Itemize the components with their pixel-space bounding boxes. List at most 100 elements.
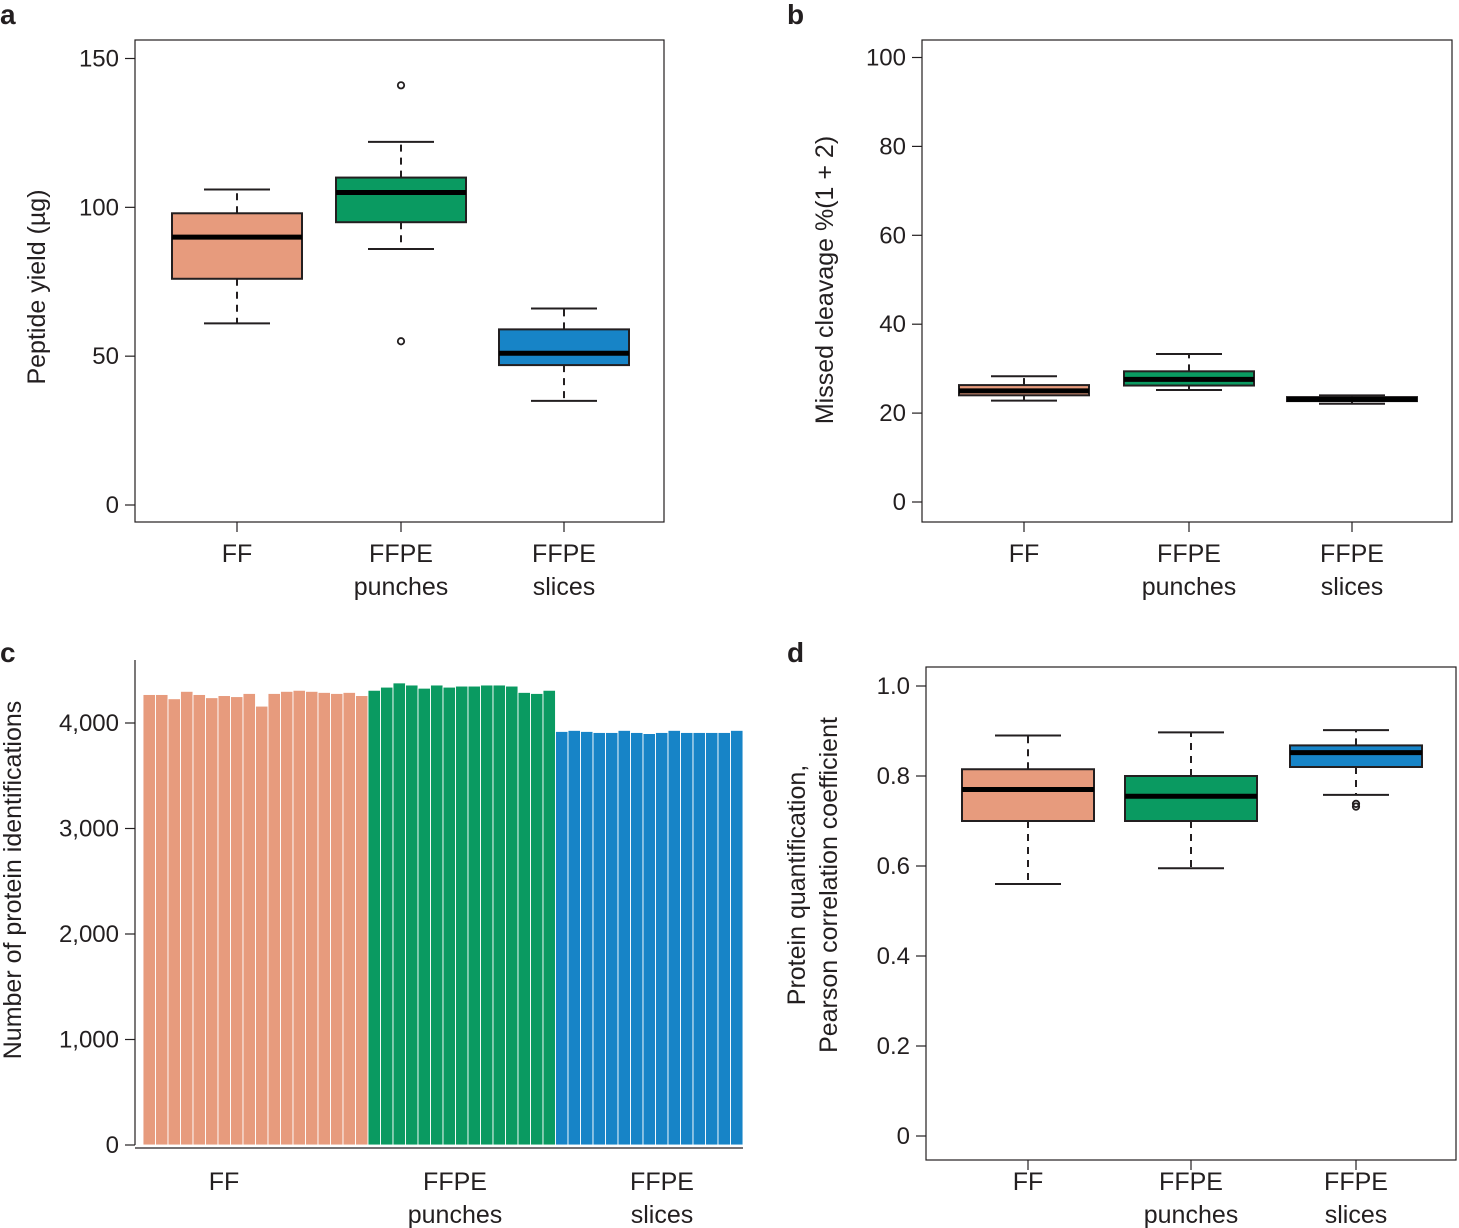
box-iqr <box>961 768 1095 822</box>
x-category-label: FFPE <box>1320 540 1384 568</box>
bar-ff <box>192 694 206 1146</box>
y-tick-label: 0 <box>893 489 906 516</box>
x-category-label: FFPE <box>423 1168 487 1196</box>
bar-ffpe-slices <box>655 732 669 1146</box>
x-category-label: FFPE <box>630 1168 694 1196</box>
box-iqr <box>1289 744 1423 769</box>
box-iqr <box>335 176 467 224</box>
bar-ff <box>217 695 231 1146</box>
bar-ffpe-punches <box>405 684 419 1146</box>
panel-label-c: c <box>0 637 16 668</box>
bar-ff <box>342 691 356 1146</box>
y-tick-label: 2,000 <box>59 921 119 948</box>
bar-ff <box>267 693 281 1146</box>
bar-ffpe-slices <box>592 732 606 1146</box>
outlier-point <box>1351 802 1361 811</box>
x-category-label: FF <box>209 1168 240 1196</box>
bar-ffpe-punches <box>517 691 531 1146</box>
bar-ff <box>242 693 256 1146</box>
bar-ff <box>230 696 244 1146</box>
panel-label-d: d <box>787 637 804 668</box>
x-category-label: punches <box>408 1201 503 1228</box>
y-tick-label: 4,000 <box>59 710 119 737</box>
bar-ffpe-punches <box>480 684 494 1146</box>
bar-ff <box>167 698 181 1146</box>
bar-ffpe-slices <box>630 732 644 1146</box>
bar-ffpe-slices <box>705 732 719 1146</box>
y-tick-label: 100 <box>79 194 119 221</box>
y-tick-label: 1.0 <box>877 673 910 700</box>
y-tick-label: 0 <box>897 1123 910 1150</box>
bar-ff <box>142 694 156 1146</box>
bar-ffpe-punches <box>367 689 381 1146</box>
bar-ff <box>317 691 331 1146</box>
x-category-label: FF <box>1009 540 1040 568</box>
y-tick-label: 0.4 <box>877 943 910 970</box>
bar-ffpe-punches <box>380 686 394 1146</box>
x-category-label: FFPE <box>532 540 596 568</box>
bar-ffpe-slices <box>717 732 731 1146</box>
y-tick-label: 0.2 <box>877 1033 910 1060</box>
panel-label-a: a <box>0 0 16 30</box>
y-axis-title: Peptide yield (µg) <box>23 189 51 384</box>
x-category-label: FFPE <box>1159 1168 1223 1196</box>
x-category-label: FF <box>1013 1168 1044 1196</box>
y-tick-label: 20 <box>879 400 906 427</box>
bar-ff <box>305 690 319 1146</box>
y-tick-label: 0 <box>106 1132 119 1159</box>
bar-ff <box>155 694 169 1146</box>
y-tick-label: 50 <box>92 343 119 370</box>
y-tick-label: 60 <box>879 222 906 249</box>
bar-ffpe-slices <box>642 733 656 1146</box>
bar-ffpe-punches <box>530 693 544 1146</box>
bar-ff <box>255 705 269 1146</box>
y-tick-label: 100 <box>866 45 906 72</box>
bar-ffpe-punches <box>492 684 506 1146</box>
bar-ffpe-slices <box>580 730 594 1146</box>
outlier-point <box>396 337 406 346</box>
bar-ffpe-punches <box>442 686 456 1146</box>
panel-a: a 0 50 100 150 Peptide yield (µg) FF FFPE punche… <box>0 0 665 601</box>
y-tick-label: 1,000 <box>59 1027 119 1054</box>
x-category-label: FF <box>222 540 253 568</box>
box-iqr <box>498 328 630 367</box>
box-iqr <box>171 212 303 280</box>
y-axis-title: Missed cleavage %(1 + 2) <box>811 136 839 424</box>
plot-frame <box>925 666 1457 1161</box>
panel-label-b: b <box>787 0 804 30</box>
bar-ffpe-punches <box>417 687 431 1146</box>
panel-d: d 0 0.2 0.4 0.6 0.8 1.0 Protein quantification,… <box>783 637 1457 1228</box>
bar-ff <box>330 693 344 1146</box>
bar-ff <box>355 695 369 1146</box>
bar-ffpe-slices <box>680 732 694 1146</box>
x-category-label: slices <box>533 573 596 601</box>
x-category-label: slices <box>631 1201 694 1228</box>
outlier-point <box>396 81 406 90</box>
bar-ffpe-punches <box>467 685 481 1146</box>
panel-b: b 0 20 40 60 80 100 Missed cleavage %(1 + 2) FF F… <box>787 0 1453 601</box>
bar-ffpe-slices <box>605 732 619 1146</box>
bar-ffpe-punches <box>392 682 406 1146</box>
y-tick-label: 80 <box>879 133 906 160</box>
bar-ff <box>280 690 294 1146</box>
y-tick-label: 150 <box>79 46 119 73</box>
bar-ffpe-punches <box>542 689 556 1146</box>
y-axis-title: Pearson correlation coefficient <box>815 717 843 1053</box>
bar-ffpe-slices <box>555 730 569 1146</box>
bar-ffpe-slices <box>730 729 744 1146</box>
y-axis-title: Number of protein identifications <box>0 701 27 1060</box>
plot-frame <box>134 39 665 523</box>
y-tick-label: 3,000 <box>59 816 119 843</box>
plot-frame <box>921 39 1453 523</box>
bar-ffpe-slices <box>567 729 581 1146</box>
x-category-label: FFPE <box>1157 540 1221 568</box>
bar-ffpe-slices <box>692 732 706 1146</box>
outlier-point <box>1351 799 1361 809</box>
x-category-label: FFPE <box>369 540 433 568</box>
bar-ffpe-punches <box>505 685 519 1146</box>
bar-ffpe-punches <box>455 685 469 1146</box>
x-category-label: punches <box>1142 573 1237 601</box>
x-category-label: slices <box>1321 573 1384 601</box>
y-tick-label: 0.6 <box>877 853 910 880</box>
